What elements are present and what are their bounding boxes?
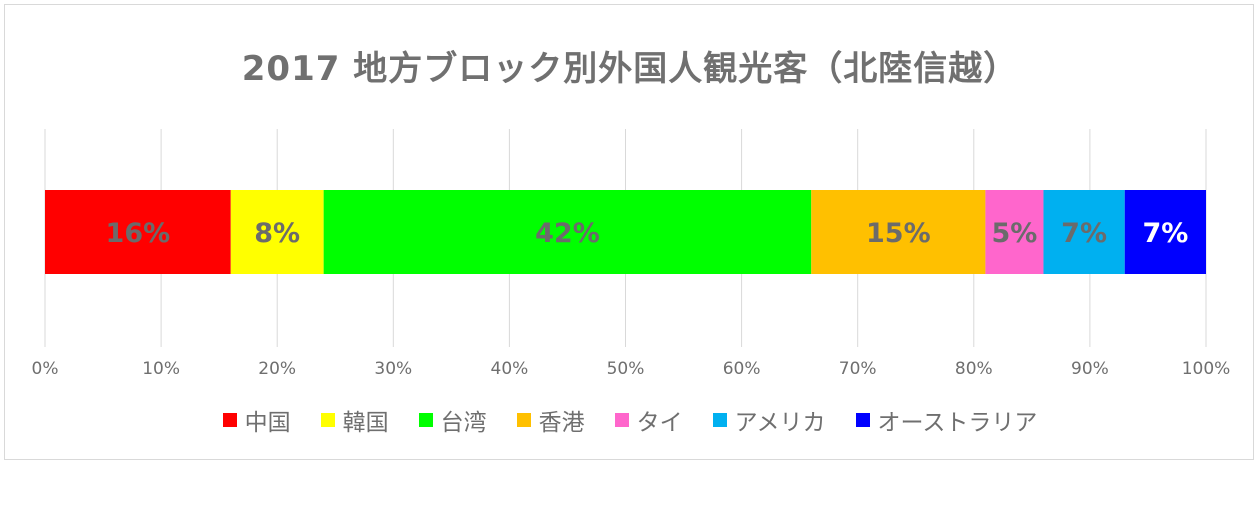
x-tick-label: 10% (142, 359, 180, 379)
legend-label: 台湾 (440, 410, 487, 436)
bar-segment (985, 190, 1044, 274)
chart-frame: 2017 地方ブロック別外国人観光客（北陸信越） 16% 8% 42% 15% 5% 7%… (4, 4, 1254, 460)
legend-label: 香港 (538, 410, 585, 436)
bar-segment (323, 190, 812, 274)
bar-segment (45, 190, 231, 274)
legend-item: アメリカ (712, 403, 826, 437)
bar-segment (811, 190, 986, 274)
x-tick-label: 90% (1071, 359, 1109, 379)
chart-legend: 中国 韓国 台湾 香港 タイ アメリカ オーストラリア (5, 403, 1255, 437)
legend-label: 中国 (244, 410, 291, 436)
data-label: 7% (1061, 218, 1107, 249)
bar-segment (230, 190, 324, 274)
x-tick-label: 80% (955, 359, 993, 379)
data-label: 15% (866, 218, 931, 249)
x-tick-label: 20% (258, 359, 296, 379)
legend-swatch (222, 413, 237, 427)
bar-segment (1043, 190, 1125, 274)
x-tick-label: 50% (607, 359, 645, 379)
legend-label: タイ (636, 410, 683, 436)
legend-item: 中国 (222, 403, 291, 437)
x-tick-label: 70% (839, 359, 877, 379)
legend-swatch (712, 413, 727, 427)
legend-swatch (516, 413, 531, 427)
legend-item: タイ (614, 403, 683, 437)
x-tick-label: 40% (491, 359, 529, 379)
legend-swatch (614, 413, 629, 427)
legend-item: 香港 (516, 403, 585, 437)
x-tick-label: 0% (32, 359, 59, 379)
data-label: 16% (106, 218, 171, 249)
data-label: 42% (535, 218, 600, 249)
legend-label: 韓国 (342, 410, 389, 436)
legend-swatch (855, 413, 870, 427)
legend-item: 韓国 (320, 403, 389, 437)
data-label: 7% (1142, 218, 1188, 249)
data-label: 5% (992, 218, 1038, 249)
x-tick-label: 100% (1182, 359, 1231, 379)
chart-title: 2017 地方ブロック別外国人観光客（北陸信越） (241, 49, 1019, 89)
data-label: 8% (254, 218, 300, 249)
bar-segment (1124, 190, 1206, 274)
legend-item: 台湾 (418, 403, 487, 437)
legend-swatch (320, 413, 335, 427)
x-tick-label: 60% (723, 359, 761, 379)
legend-label: オーストラリア (877, 410, 1038, 436)
plot-area: 16% 8% 42% 15% 5% 7% 7% 0% 10% 20% 30% 40% 50% 60% 70… (32, 129, 1231, 379)
legend-swatch (418, 413, 433, 427)
legend-label: アメリカ (734, 410, 826, 436)
legend-item: オーストラリア (855, 403, 1038, 437)
x-tick-label: 30% (374, 359, 412, 379)
